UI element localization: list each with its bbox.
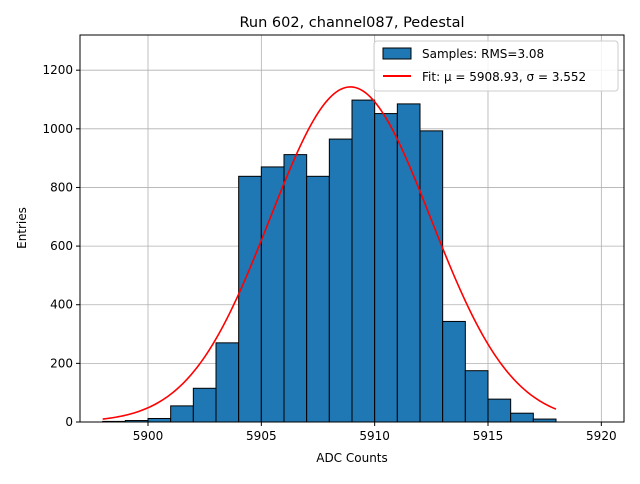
x-tick-label: 5915 <box>473 429 504 443</box>
x-tick-label: 5900 <box>133 429 164 443</box>
histogram-bar <box>215 342 240 423</box>
y-tick-label: 1000 <box>42 122 73 136</box>
histogram-bar <box>510 412 534 423</box>
y-tick-label: 400 <box>50 298 73 312</box>
legend-fit-sigma: σ = 3.552 <box>527 70 587 84</box>
legend-bar-swatch <box>382 47 412 60</box>
legend-fit-prefix: Fit: <box>422 70 444 84</box>
histogram-bar <box>419 130 444 423</box>
histogram-bar <box>306 175 330 423</box>
histogram-bar <box>351 99 376 423</box>
histogram-bar <box>260 166 285 423</box>
legend-fit-mu: μ = 5908.93 <box>444 70 519 84</box>
x-tick-label: 5910 <box>359 429 390 443</box>
histogram-bar <box>328 138 353 423</box>
y-tick-label: 1200 <box>42 63 73 77</box>
y-tick-label: 600 <box>50 239 73 253</box>
histogram-bar <box>170 405 194 423</box>
chart-title: Run 602, channel087, Pedestal <box>239 15 464 31</box>
legend-bar-label: Samples: RMS=3.08 <box>422 47 544 61</box>
y-tick-label: 200 <box>50 356 73 370</box>
x-tick-label: 5905 <box>246 429 277 443</box>
histogram-bar <box>487 398 512 423</box>
plot-frame <box>79 34 625 423</box>
histogram-bar <box>192 387 217 423</box>
histogram-bar <box>442 320 466 423</box>
fit-curve <box>102 86 557 420</box>
y-tick-label: 800 <box>50 180 73 194</box>
histogram-bar <box>238 175 262 423</box>
y-tick-label: 0 <box>65 415 73 429</box>
legend-fit-sep: , <box>519 70 527 84</box>
x-axis-label: ADC Counts <box>316 451 388 465</box>
y-axis-label: Entries <box>15 207 29 249</box>
histogram-bar <box>464 370 489 423</box>
legend-box <box>373 40 619 92</box>
legend-fit-label: Fit: μ = 5908.93, σ = 3.552 <box>422 70 586 84</box>
histogram-bar <box>283 154 308 423</box>
histogram-bar <box>147 417 172 423</box>
histogram-bar <box>396 103 421 423</box>
legend: Samples: RMS=3.08 Fit: μ = 5908.93, σ = … <box>373 40 619 92</box>
x-tick-label: 5920 <box>586 429 617 443</box>
histogram-bar <box>374 113 398 423</box>
y-axis-ticks: 0 200 400 600 800 1000 1200 <box>42 63 80 429</box>
x-axis-ticks: 5900 5905 5910 5915 5920 <box>133 422 617 443</box>
